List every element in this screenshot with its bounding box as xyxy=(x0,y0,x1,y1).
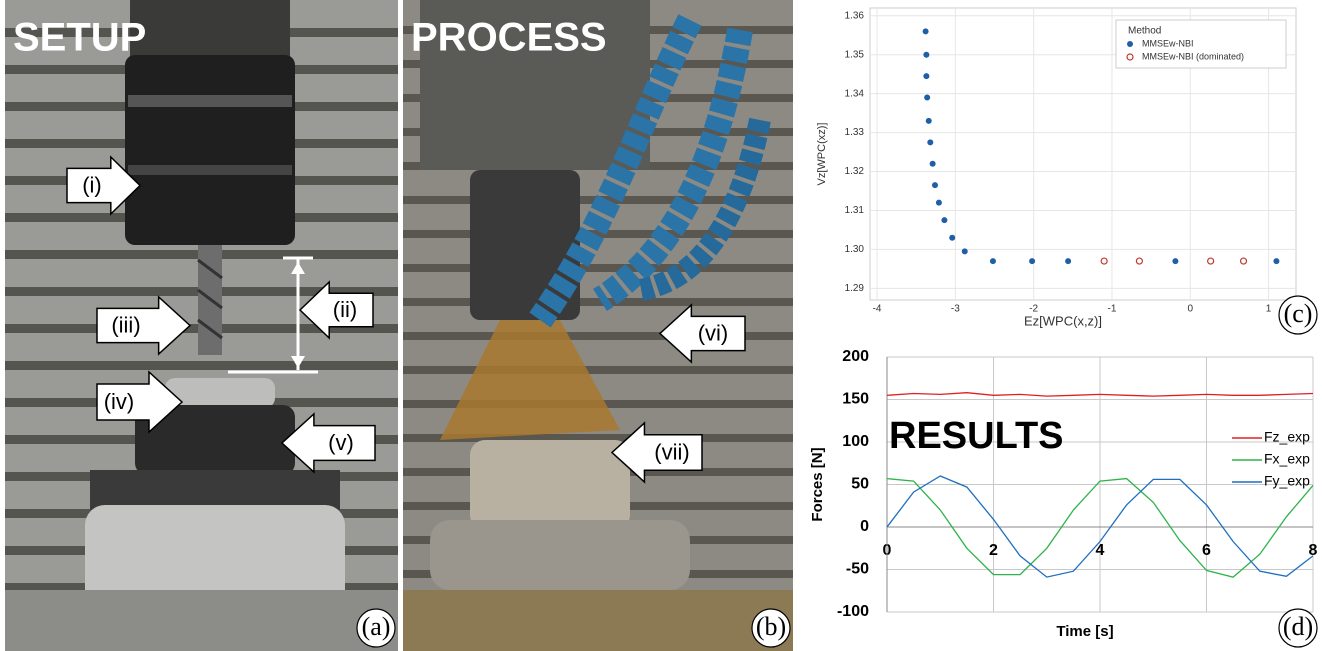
data-point xyxy=(941,217,947,223)
y-tick-label: 100 xyxy=(842,433,869,450)
panel-label: (d) xyxy=(1283,612,1313,641)
y-tick-label: -50 xyxy=(846,561,869,578)
y-tick-label: 1.32 xyxy=(845,166,865,177)
data-point xyxy=(949,235,955,241)
callout-label: (vii) xyxy=(654,439,689,464)
y-tick-label: 1.31 xyxy=(845,205,865,216)
y-tick-label: 150 xyxy=(842,391,869,408)
y-tick-label: 0 xyxy=(860,518,869,535)
panel-title: PROCESS xyxy=(411,16,607,60)
data-point xyxy=(936,200,942,206)
legend-label: MMSEw-NBI (dominated) xyxy=(1142,51,1244,61)
data-point xyxy=(1029,258,1035,264)
y-tick-label: 1.35 xyxy=(845,49,865,60)
legend-label: Fz_exp xyxy=(1264,429,1310,445)
callout-label: (ii) xyxy=(333,297,357,322)
x-tick-label: -1 xyxy=(1108,304,1117,315)
panel-title: SETUP xyxy=(13,16,146,60)
figure: SETUP (i) (ii) (iii) (iv) (v) (a) PROCESS (vi) (v… xyxy=(0,0,1322,651)
annotation: RESULTS xyxy=(889,415,1064,457)
data-point xyxy=(930,161,936,167)
x-tick-label: 2 xyxy=(989,542,998,559)
legend-marker xyxy=(1127,41,1133,47)
y-tick-label: 1.30 xyxy=(845,244,865,255)
panel-label: (c) xyxy=(1284,299,1313,328)
data-point xyxy=(923,52,929,58)
callout-label: (iii) xyxy=(111,312,140,337)
y-tick-label: 1.29 xyxy=(845,283,865,294)
data-point xyxy=(923,28,929,34)
data-point xyxy=(932,182,938,188)
x-axis-label: Ez[WPC(x,z)] xyxy=(1024,313,1102,328)
y-tick-label: 50 xyxy=(851,476,869,493)
legend-label: MMSEw-NBI xyxy=(1142,38,1194,48)
legend-label: Fx_exp xyxy=(1264,451,1310,467)
callout-label: (vi) xyxy=(698,320,729,345)
data-point xyxy=(924,95,930,101)
x-tick-label: 6 xyxy=(1202,542,1211,559)
y-tick-label: -100 xyxy=(837,603,869,620)
y-tick-label: 1.33 xyxy=(845,127,865,138)
x-tick-label: -3 xyxy=(951,304,960,315)
callout-label: (v) xyxy=(328,430,354,455)
y-axis-label: Vz[WPC(xz)] xyxy=(816,123,828,186)
panel-label: (a) xyxy=(362,612,391,641)
y-tick-label: 1.34 xyxy=(845,88,865,99)
data-point xyxy=(962,248,968,254)
x-tick-label: 1 xyxy=(1266,304,1272,315)
y-tick-label: 1.36 xyxy=(845,10,865,21)
data-point xyxy=(923,73,929,79)
x-tick-label: -4 xyxy=(873,304,882,315)
data-point xyxy=(1065,258,1071,264)
y-axis-label: Forces [N] xyxy=(809,447,826,521)
data-point xyxy=(1172,258,1178,264)
legend-label: Fy_exp xyxy=(1264,473,1310,489)
x-axis-label: Time [s] xyxy=(1056,623,1113,640)
chart-background xyxy=(800,340,1322,651)
data-point xyxy=(1273,258,1279,264)
legend-title: Method xyxy=(1128,26,1161,37)
y-tick-label: 200 xyxy=(842,348,869,365)
x-tick-label: 0 xyxy=(1188,304,1194,315)
panel-label: (b) xyxy=(756,612,786,641)
data-point xyxy=(927,139,933,145)
data-point xyxy=(926,118,932,124)
callout-label: (iv) xyxy=(104,389,135,414)
callout-label: (i) xyxy=(82,172,102,197)
data-point xyxy=(990,258,996,264)
